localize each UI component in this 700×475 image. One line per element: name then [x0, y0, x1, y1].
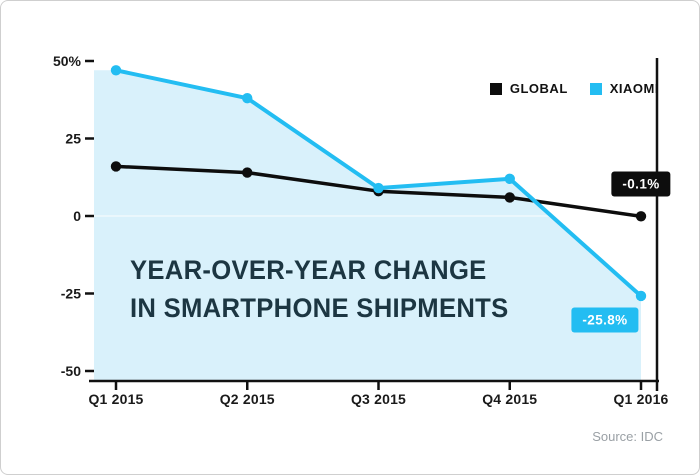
- legend-label-xiaomi: XIAOMI: [609, 81, 659, 96]
- legend: GLOBAL XIAOMI: [489, 81, 659, 96]
- y-tick-label: 50%: [53, 53, 82, 69]
- legend-label-global: GLOBAL: [509, 81, 568, 96]
- y-tick-label: 25: [65, 131, 81, 147]
- global-data-point: [110, 161, 122, 172]
- legend-item-xiaomi: XIAOMI: [589, 81, 659, 96]
- x-tick-label: Q1 2015: [88, 391, 143, 407]
- y-tick-label: -50: [61, 363, 81, 379]
- xiaomi-value-callout: -25.8%: [571, 307, 639, 333]
- xiaomi-data-point: [373, 182, 384, 194]
- x-tick-label: Q2 2015: [220, 391, 275, 407]
- chart-title-line1: YEAR-OVER-YEAR CHANGE: [130, 255, 487, 285]
- global-data-point: [504, 192, 515, 203]
- xiaomi-data-point: [635, 290, 647, 302]
- xiaomi-data-point: [504, 173, 515, 184]
- global-swatch-icon: [489, 82, 502, 95]
- xiaomi-area-fill: [94, 70, 641, 382]
- x-tick-label: Q1 2016: [613, 391, 668, 407]
- y-tick-label: 0: [73, 208, 81, 224]
- xiaomi-data-point: [110, 65, 122, 76]
- chart-title-line2: IN SMARTPHONE SHIPMENTS: [130, 293, 509, 323]
- x-tick-label: Q3 2015: [351, 391, 406, 407]
- legend-item-global: GLOBAL: [489, 81, 568, 96]
- xiaomi-swatch-icon: [589, 82, 602, 95]
- global-value-callout: -0.1%: [611, 171, 671, 197]
- xiaomi-data-point: [242, 93, 253, 104]
- source-credit: Source: IDC: [592, 429, 663, 444]
- y-tick-label: -25: [61, 286, 81, 302]
- x-tick-label: Q4 2015: [482, 391, 537, 407]
- global-data-point: [242, 167, 253, 178]
- chart-title: YEAR-OVER-YEAR CHANGE IN SMARTPHONE SHIP…: [130, 251, 509, 327]
- global-data-point: [635, 211, 647, 222]
